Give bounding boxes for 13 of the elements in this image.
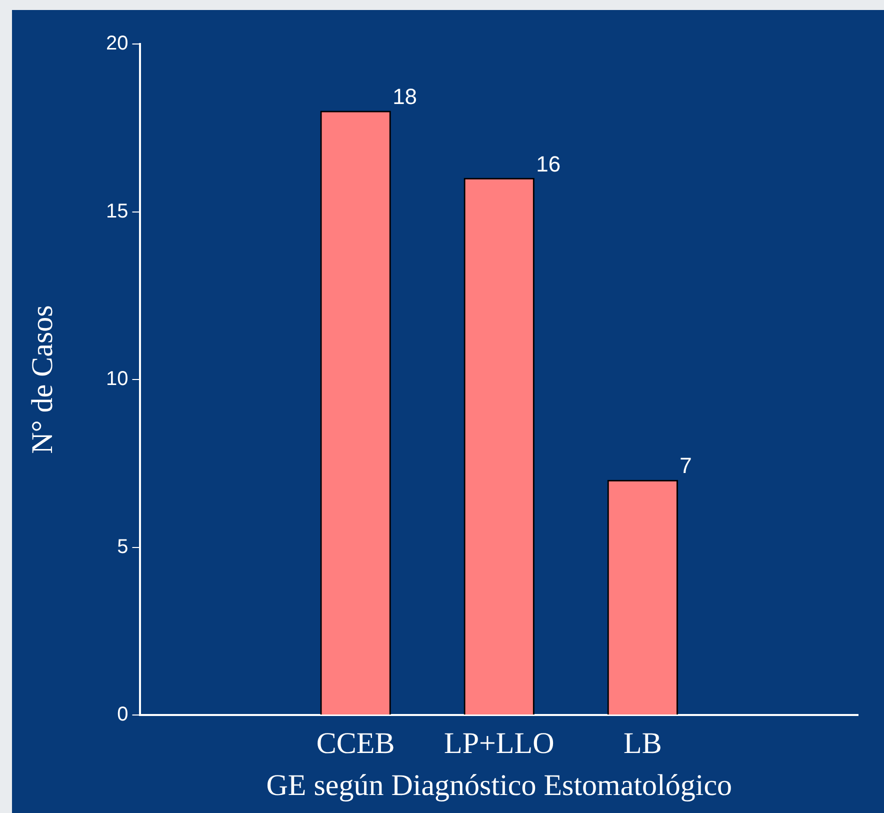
y-tick-label: 10 — [106, 368, 128, 390]
data-label: 18 — [392, 84, 418, 110]
x-tick-label: LP+LLO — [444, 726, 554, 760]
data-label: 7 — [680, 453, 692, 478]
x-tick-label: LB — [624, 726, 662, 760]
y-tick-label: 5 — [117, 536, 128, 558]
y-tick-label: 20 — [106, 32, 128, 55]
y-tick-label: 0 — [117, 704, 128, 726]
y-tick-label: 15 — [106, 200, 128, 222]
x-tick-label: CCEB — [316, 726, 395, 760]
x-axis-title: GE según Diagnóstico Estomatológico — [266, 768, 732, 802]
data-label: 16 — [536, 151, 561, 176]
y-axis-title: N° de Casos — [26, 305, 59, 454]
